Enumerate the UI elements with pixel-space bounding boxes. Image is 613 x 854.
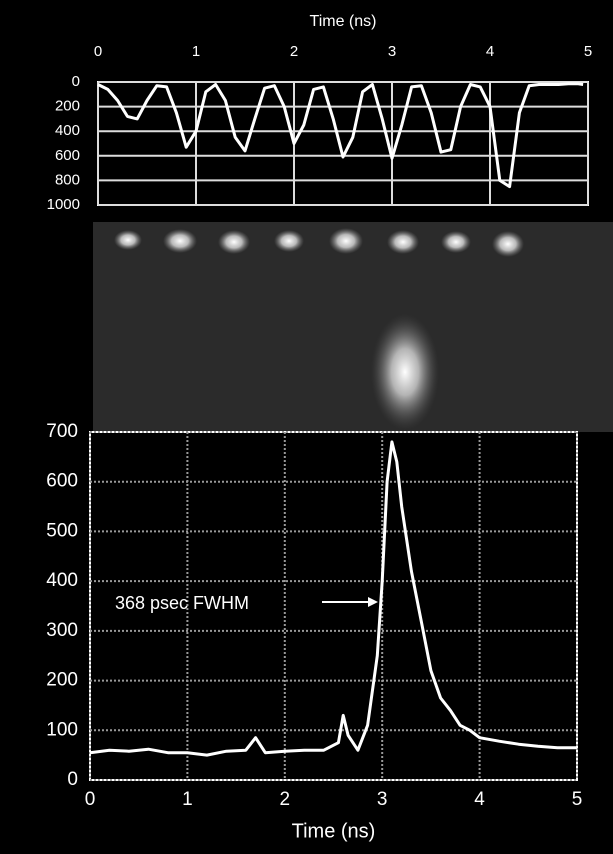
spot bbox=[163, 229, 197, 253]
annotation-arrowhead bbox=[368, 597, 378, 607]
y-tick-label: 600 bbox=[46, 471, 78, 492]
spot bbox=[218, 230, 250, 254]
spot bbox=[441, 231, 471, 253]
x-tick-label: 1 bbox=[192, 43, 200, 60]
y-tick-label: 0 bbox=[67, 769, 78, 790]
data-line bbox=[97, 82, 584, 189]
image-frame bbox=[93, 222, 613, 432]
y-tick-label: 700 bbox=[46, 421, 78, 442]
plot-area bbox=[89, 431, 578, 781]
x-tick-label: 0 bbox=[85, 789, 96, 810]
spot bbox=[329, 228, 363, 254]
y-tick-label: 800 bbox=[55, 171, 80, 188]
y-tick-label: 400 bbox=[46, 570, 78, 591]
y-tick-label: 1000 bbox=[47, 196, 80, 213]
spot bbox=[114, 230, 142, 250]
x-tick-label: 3 bbox=[377, 789, 388, 810]
y-tick-label: 500 bbox=[46, 520, 78, 541]
x-tick-label: 5 bbox=[584, 43, 592, 60]
y-tick-label: 100 bbox=[46, 719, 78, 740]
annotation: 368 psec FWHM bbox=[115, 593, 249, 613]
x-tick-label: 2 bbox=[290, 43, 298, 60]
glow bbox=[371, 314, 439, 430]
spot bbox=[492, 231, 524, 257]
x-tick-label: 2 bbox=[280, 789, 291, 810]
spot bbox=[274, 230, 304, 252]
spot bbox=[387, 230, 419, 254]
data-line bbox=[89, 440, 577, 757]
x-tick-label: 1 bbox=[182, 789, 193, 810]
x-tick-label: 3 bbox=[388, 43, 396, 60]
y-tick-label: 200 bbox=[55, 98, 80, 115]
y-tick-label: 0 bbox=[72, 73, 80, 90]
y-tick-label: 200 bbox=[46, 670, 78, 691]
x-axis-title: Time (ns) bbox=[310, 13, 377, 30]
x-tick-label: 0 bbox=[94, 43, 102, 60]
x-tick-label: 4 bbox=[486, 43, 494, 60]
y-tick-label: 400 bbox=[55, 122, 80, 139]
x-axis-title: Time (ns) bbox=[292, 820, 376, 842]
y-tick-label: 600 bbox=[55, 147, 80, 164]
x-tick-label: 5 bbox=[572, 789, 583, 810]
streak-image bbox=[93, 222, 613, 432]
y-tick-label: 300 bbox=[46, 620, 78, 641]
x-tick-label: 4 bbox=[474, 789, 485, 810]
